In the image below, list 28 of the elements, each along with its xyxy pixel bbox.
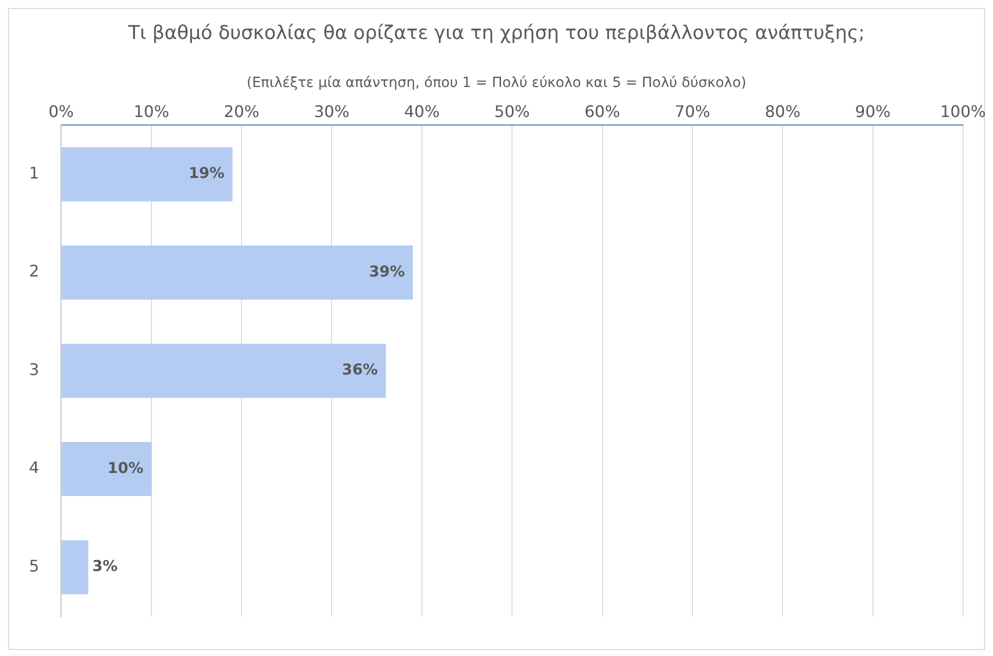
x-tick-label: 100% [940, 102, 986, 121]
y-tick-label: 3 [28, 360, 40, 379]
data-label: 3% [92, 557, 118, 576]
x-tick-label: 90% [855, 102, 891, 121]
chart-subtitle: (Επιλέξτε μία απάντηση, όπου 1 = Πολύ εύκολο και 5 = Πολύ δύσκολο) [246, 75, 748, 91]
data-label: 10% [107, 458, 144, 477]
y-tick-label: 2 [28, 262, 40, 281]
y-tick-label: 1 [28, 163, 40, 182]
x-tick-label: 60% [584, 102, 620, 121]
data-label: 19% [188, 164, 225, 182]
x-tick-label: 10% [134, 102, 170, 121]
bar [62, 344, 386, 398]
bar [62, 442, 152, 496]
bar [62, 540, 88, 594]
bar [62, 246, 413, 300]
x-tick-label: 30% [314, 102, 350, 121]
x-tick-label: 70% [674, 102, 710, 121]
y-tick-label: 4 [28, 458, 40, 478]
x-tick-label: 40% [404, 102, 440, 121]
data-label: 36% [342, 360, 378, 379]
chart-title: Τι βαθμό δυσκολίας θα ορίζατε για τη χρήση του περιβάλλοντος ανάπτυξης; [127, 22, 866, 44]
x-tick-label: 20% [224, 102, 260, 121]
data-label: 39% [368, 262, 405, 280]
x-tick-label: 80% [764, 102, 800, 121]
x-tick-label: 0% [48, 102, 74, 121]
bar [62, 147, 233, 202]
y-tick-label: 5 [28, 556, 40, 576]
x-tick-label: 50% [494, 102, 530, 121]
